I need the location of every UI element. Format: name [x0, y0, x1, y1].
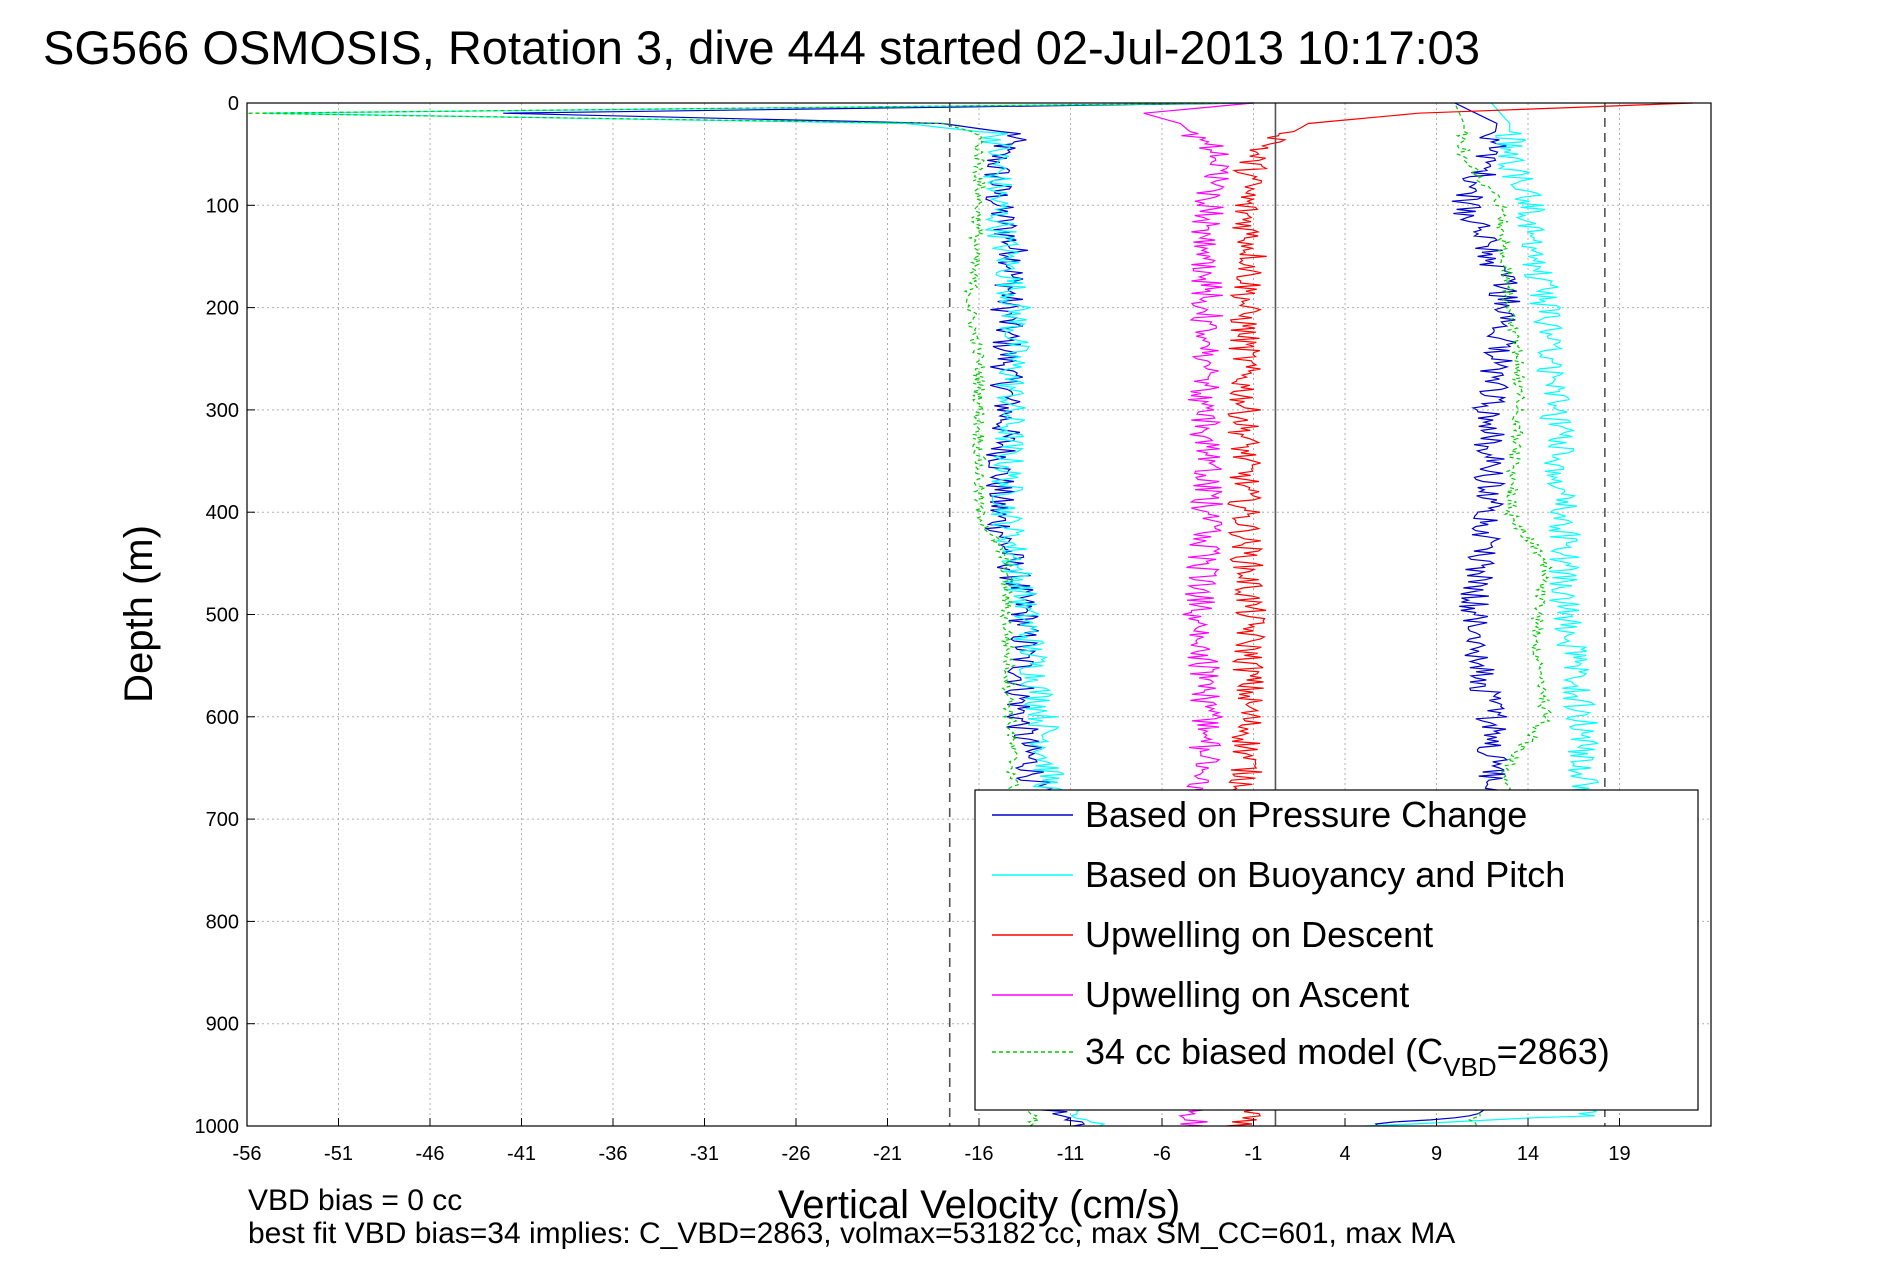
- legend-label-0: Based on Pressure Change: [1085, 794, 1527, 835]
- y-axis-label: Depth (m): [117, 525, 161, 703]
- x-tick-label: -26: [782, 1143, 811, 1165]
- y-tick-label: 400: [206, 502, 239, 524]
- x-tick-label: -31: [690, 1143, 719, 1165]
- x-tick-label: -21: [873, 1143, 902, 1165]
- y-tick-label: 900: [206, 1014, 239, 1036]
- y-tick-label: 600: [206, 707, 239, 729]
- chart-title: SG566 OSMOSIS, Rotation 3, dive 444 star…: [43, 21, 1480, 74]
- legend-label-2: Upwelling on Descent: [1085, 914, 1433, 955]
- vbd-bias-note: VBD bias = 0 cc: [248, 1184, 462, 1217]
- y-tick-label: 100: [206, 195, 239, 217]
- x-tick-label: -41: [507, 1143, 536, 1165]
- x-tick-label: 4: [1339, 1143, 1350, 1165]
- x-tick-label: -36: [599, 1143, 628, 1165]
- y-tick-label: 800: [206, 911, 239, 933]
- legend-label-3: Upwelling on Ascent: [1085, 974, 1409, 1015]
- x-tick-label: -1: [1245, 1143, 1263, 1165]
- best-fit-note: best fit VBD bias=34 implies: C_VBD=2863…: [248, 1217, 1455, 1250]
- x-tick-label: 9: [1431, 1143, 1442, 1165]
- y-tick-label: 200: [206, 298, 239, 320]
- y-tick-label: 0: [228, 93, 239, 115]
- y-ticks: 0 100 200 300 400 500 600 700 800 900 1000: [195, 93, 255, 1138]
- x-axis-label: Vertical Velocity (cm/s): [778, 1183, 1180, 1227]
- legend-box: [974, 789, 1699, 1111]
- x-tick-label: -56: [233, 1143, 262, 1165]
- x-ticks: -56 -51 -46 -41 -36 -31 -26 -21 -16 -11 -6 -1 4 9 14 19: [233, 1118, 1631, 1165]
- y-tick-label: 1000: [195, 1116, 240, 1138]
- y-tick-label: 700: [206, 809, 239, 831]
- x-tick-label: -51: [324, 1143, 353, 1165]
- x-tick-label: -11: [1057, 1143, 1084, 1165]
- x-tick-label: -46: [416, 1143, 445, 1165]
- x-tick-label: 14: [1517, 1143, 1539, 1165]
- y-tick-label: 300: [206, 400, 239, 422]
- y-tick-label: 500: [206, 605, 239, 627]
- x-tick-label: -6: [1153, 1143, 1171, 1165]
- x-tick-label: -16: [965, 1143, 994, 1165]
- x-tick-label: 19: [1608, 1143, 1630, 1165]
- legend-label-1: Based on Buoyancy and Pitch: [1085, 854, 1565, 895]
- legend-label-4: 34 cc biased model (CVBD=2863): [1085, 1031, 1610, 1082]
- legend: Based on Pressure Change Based on Buoyanc…: [974, 789, 1699, 1111]
